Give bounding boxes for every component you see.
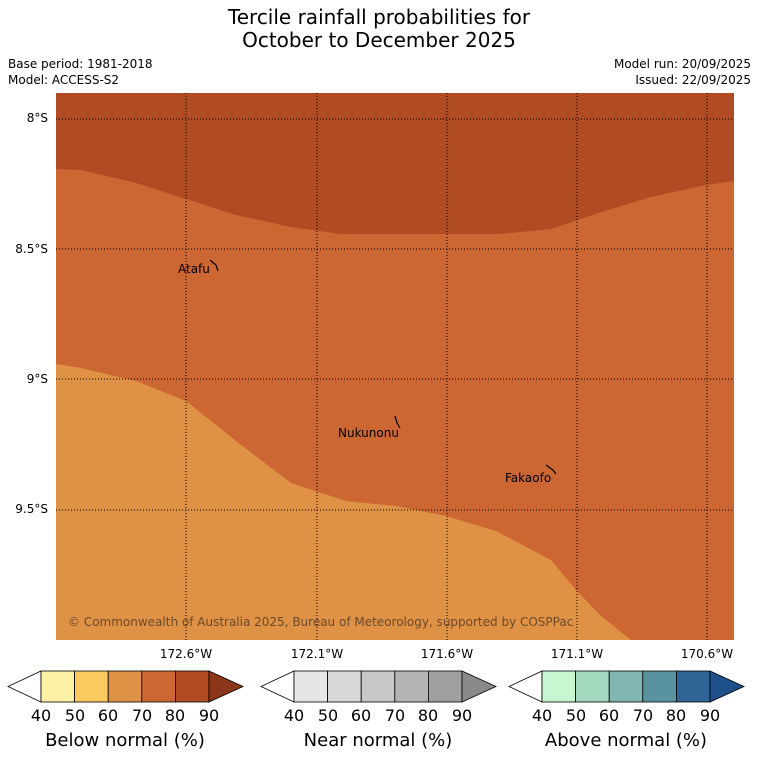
lat-label-9-5s: 9.5°S (15, 502, 48, 516)
legend-label-near: Near normal (%) (303, 730, 453, 751)
lat-label-9s: 9°S (26, 372, 48, 386)
colorbar-swatch (541, 670, 576, 703)
colorbar-swatch (40, 670, 75, 703)
colorbar-swatch (394, 670, 429, 703)
colorbar-below-normal (7, 670, 244, 703)
title-line-1: Tercile rainfall probabilities for (227, 5, 531, 29)
colorbar-near-normal (260, 670, 497, 703)
place-fakaofo: Fakaofo (505, 471, 551, 485)
fakaofo-atoll (545, 464, 557, 475)
tick-label: 90 (451, 706, 473, 725)
colorbar-swatch (427, 670, 463, 703)
tick-label: 70 (384, 706, 406, 725)
place-atafu: Atafu (178, 262, 210, 276)
colorbar-swatch (107, 670, 143, 703)
tick-label: 80 (665, 706, 687, 725)
colorbar-extend-low (260, 670, 295, 703)
tick-label: 40 (283, 706, 305, 725)
lat-label-8s: 8°S (26, 111, 48, 125)
colorbar-above-normal (508, 670, 745, 703)
legend-label-below: Below normal (%) (45, 730, 205, 751)
colorbar-swatch (642, 670, 677, 703)
colorbar-swatch (608, 670, 644, 703)
lon-label-170-6w: 170.6°W (680, 647, 734, 661)
colorbar-swatch (74, 670, 109, 703)
lon-label-171-6w: 171.6°W (420, 647, 474, 661)
tick-label: 70 (632, 706, 654, 725)
tick-label: 90 (699, 706, 721, 725)
tick-label: 80 (164, 706, 186, 725)
colorbar-swatch (174, 670, 210, 703)
atafu-atoll (209, 259, 219, 272)
colorbar-swatch (675, 670, 711, 703)
legend-label-above: Above normal (%) (544, 730, 708, 751)
issued-date: Issued: 22/09/2025 (635, 73, 751, 87)
colorbar-extend-low (508, 670, 543, 703)
probability-map: Atafu Nukunonu Fakaofo © Commonwealth of… (56, 93, 734, 640)
tick-label: 50 (565, 706, 587, 725)
tick-label: 90 (198, 706, 220, 725)
nukunonu-atoll (394, 415, 401, 429)
tick-label: 80 (417, 706, 439, 725)
tick-label: 60 (350, 706, 372, 725)
colorbar-extend-high (709, 670, 745, 703)
copyright-notice: © Commonwealth of Australia 2025, Bureau… (68, 615, 573, 629)
colorbar-extend-high (208, 670, 244, 703)
tick-label: 40 (30, 706, 52, 725)
colorbar-swatch (293, 670, 328, 703)
lon-label-171-1w: 171.1°W (550, 647, 604, 661)
place-nukunonu: Nukunonu (338, 426, 399, 440)
colorbar-swatch (327, 670, 362, 703)
title-line-2: October to December 2025 (242, 28, 516, 52)
colorbar-swatch (141, 670, 176, 703)
tick-label: 40 (531, 706, 553, 725)
zone-below-60-70 (56, 364, 631, 640)
tick-label: 60 (97, 706, 119, 725)
lon-label-172-6w: 172.6°W (159, 647, 213, 661)
lat-label-8-5s: 8.5°S (15, 242, 48, 256)
lon-label-172-1w: 172.1°W (290, 647, 344, 661)
colorbar-extend-high (461, 670, 497, 703)
atoll-outlines (209, 259, 557, 475)
tick-label: 50 (64, 706, 86, 725)
graticule (56, 93, 734, 640)
tick-label: 60 (598, 706, 620, 725)
model-run: Model run: 20/09/2025 (613, 57, 751, 71)
colorbar-swatch (575, 670, 610, 703)
tick-label: 50 (317, 706, 339, 725)
model-name: Model: ACCESS-S2 (8, 73, 120, 87)
colorbar-swatch (360, 670, 396, 703)
tick-label: 70 (131, 706, 153, 725)
base-period: Base period: 1981-2018 (8, 57, 153, 71)
colorbar-extend-low (7, 670, 42, 703)
